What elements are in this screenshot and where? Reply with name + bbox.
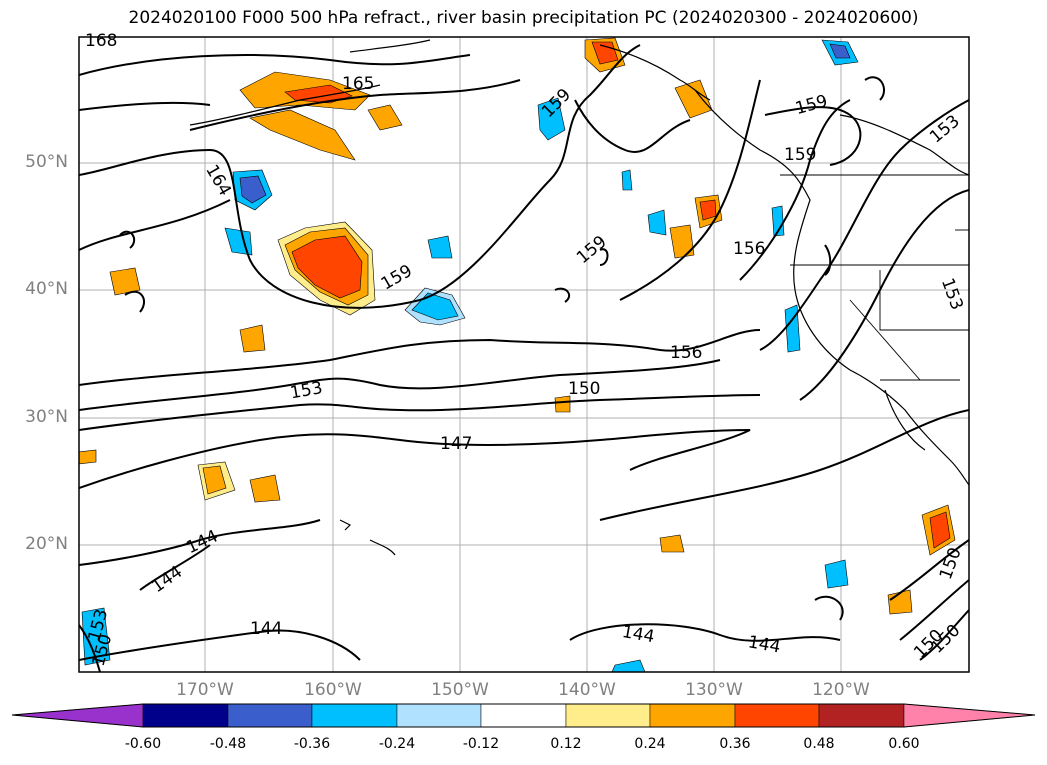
colorbar-segment (142, 703, 229, 728)
contour-label: 147 (440, 434, 472, 454)
contour-label: 153 (289, 378, 324, 403)
colorbar-tick: 0.24 (634, 736, 666, 752)
lat-label: 50°N (25, 152, 68, 172)
lat-label: 30°N (25, 407, 68, 427)
colorbar-tick: 0.12 (550, 736, 582, 752)
height-contours (79, 44, 969, 672)
contour-label: 168 (85, 31, 117, 51)
colorbar-segment (649, 703, 736, 728)
colorbar-tick: -0.12 (462, 736, 500, 752)
contour-label: 150 (936, 545, 966, 582)
coastlines (189, 39, 969, 556)
political-borders (780, 174, 969, 381)
map-title: 2024020100 F000 500 hPa refract., river … (128, 8, 919, 28)
contour-label: 156 (733, 239, 765, 259)
colorbar-segment (396, 703, 482, 728)
lat-label: 40°N (25, 279, 68, 299)
map-frame (78, 36, 970, 673)
colorbar-tick: -0.48 (209, 736, 247, 752)
contour-label: 144 (250, 619, 282, 639)
contour-label: 144 (621, 622, 656, 647)
precip-anomaly-fields (79, 37, 956, 672)
lon-label: 120°W (812, 680, 870, 700)
colorbar-extend-low (11, 703, 144, 728)
colorbar-extend-high (903, 703, 1036, 728)
contour-label: 159 (793, 91, 830, 119)
contour-label: 159 (784, 145, 816, 165)
contour-label: 156 (670, 343, 702, 363)
colorbar-tick: 0.60 (888, 736, 920, 752)
graticule (79, 37, 969, 672)
contour-label: 144 (183, 526, 221, 558)
colorbar-segment (734, 703, 820, 728)
colorbar-tick: -0.60 (124, 736, 162, 752)
colorbar-segment (818, 703, 905, 728)
colorbar-tick: 0.48 (803, 736, 835, 752)
map-plot-area (79, 37, 969, 672)
colorbar-tick: -0.24 (378, 736, 416, 752)
contour-label: 150 (568, 379, 600, 399)
lon-label: 160°W (304, 680, 362, 700)
colorbar (11, 703, 1036, 728)
contour-label: 144 (747, 632, 782, 657)
lon-label: 170°W (176, 680, 234, 700)
colorbar-segment (480, 703, 567, 728)
lon-label: 140°W (558, 680, 616, 700)
colorbar-segment (227, 703, 313, 728)
contour-label: 159 (378, 261, 416, 295)
contour-label: 153 (937, 275, 967, 312)
lat-label: 20°N (25, 534, 68, 554)
lon-label: 150°W (431, 680, 489, 700)
contour-label: 165 (342, 74, 374, 94)
contour-label: 144 (148, 562, 186, 597)
lon-label: 130°W (685, 680, 743, 700)
colorbar-segment (311, 703, 398, 728)
contour-label: 153 (926, 111, 964, 147)
colorbar-tick: -0.36 (293, 736, 331, 752)
colorbar-tick: 0.36 (719, 736, 751, 752)
colorbar-segment (565, 703, 651, 728)
